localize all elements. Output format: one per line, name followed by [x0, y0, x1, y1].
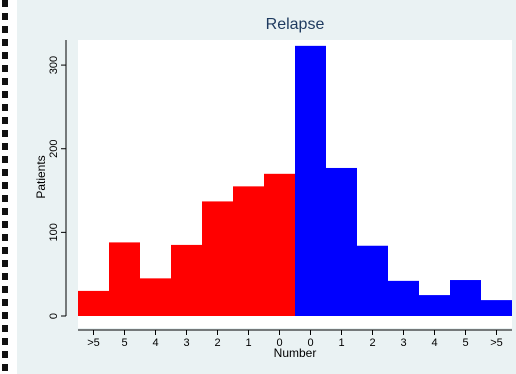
y-tick-label-2: 200: [48, 140, 60, 158]
bar-series2-11: [419, 295, 450, 316]
y-axis-label: Patients: [34, 155, 48, 198]
x-tick-label-6: 0: [276, 337, 282, 349]
y-tick-label-1: 100: [48, 223, 60, 241]
x-tick-label-12: 5: [462, 337, 468, 349]
bar-series1-6: [264, 173, 295, 316]
bar-series1-3: [171, 244, 202, 316]
bar-series2-7: [295, 45, 326, 316]
y-tick-label-0: 0: [48, 313, 60, 319]
x-axis-label: Number: [274, 346, 317, 360]
chart-title: Relapse: [266, 16, 325, 33]
x-tick-label-5: 1: [245, 337, 251, 349]
bar-series1-5: [233, 186, 264, 316]
y-tick-label-3: 300: [48, 56, 60, 74]
x-tick-label-1: 5: [121, 337, 127, 349]
x-tick-label-13: >5: [490, 337, 503, 349]
x-tick-label-10: 3: [400, 337, 406, 349]
bar-series1-1: [109, 242, 140, 316]
bar-series2-13: [481, 300, 512, 316]
x-tick-label-3: 3: [183, 337, 189, 349]
x-tick-label-8: 1: [338, 337, 344, 349]
x-tick-label-9: 2: [369, 337, 375, 349]
bar-series1-2: [140, 278, 171, 316]
x-tick-label-7: 0: [307, 337, 313, 349]
x-tick-label-11: 4: [431, 337, 437, 349]
x-tick-label-4: 2: [214, 337, 220, 349]
bar-series1-4: [202, 201, 233, 316]
bar-series2-12: [450, 280, 481, 316]
x-tick-label-2: 4: [152, 337, 158, 349]
x-tick-label-0: >5: [87, 337, 100, 349]
bar-series1-0: [78, 290, 109, 316]
bar-series2-8: [326, 167, 357, 316]
bar-series2-10: [388, 280, 419, 316]
bar-series2-9: [357, 245, 388, 316]
dashed-border: [2, 0, 8, 374]
